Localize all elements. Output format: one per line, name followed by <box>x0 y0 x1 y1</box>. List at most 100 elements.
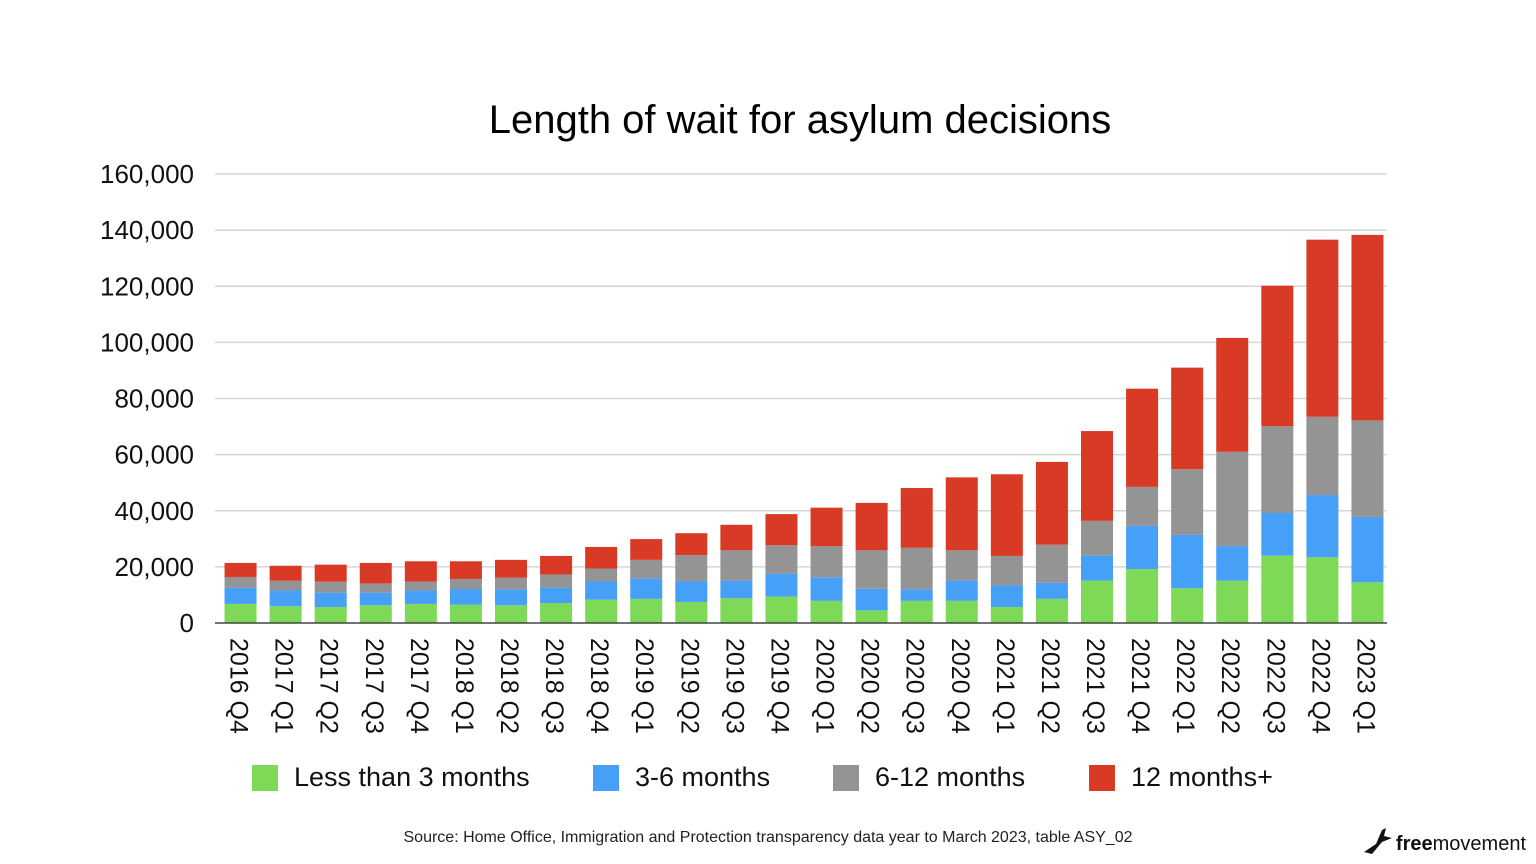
logo-text: movement <box>1432 833 1526 855</box>
bar-segment-less-than-3-months <box>855 610 888 623</box>
bar-segment-6-12-months <box>585 568 618 582</box>
bar-segment-12-months- <box>1306 239 1339 417</box>
legend-item-less-than-3-months: Less than 3 months <box>252 762 530 793</box>
bar-segment-3-6-months <box>540 587 573 604</box>
bar-segment-12-months- <box>945 477 978 551</box>
bar-segment-3-6-months <box>1306 495 1339 558</box>
bar-segment-12-months- <box>1171 367 1204 470</box>
bar-segment-3-6-months <box>945 580 978 601</box>
legend-label: 12 months+ <box>1131 762 1273 792</box>
bar-segment-less-than-3-months <box>1126 569 1159 623</box>
x-tick-label: 2017 Q3 <box>360 638 388 734</box>
bar-segment-12-months- <box>404 561 437 582</box>
bar-segment-less-than-3-months <box>1171 588 1204 623</box>
bar-segment-6-12-months <box>1216 451 1249 547</box>
bar-segment-12-months- <box>900 488 933 548</box>
bar-segment-12-months- <box>495 559 527 578</box>
bar-segment-6-12-months <box>404 581 437 591</box>
bar-segment-12-months- <box>359 562 392 584</box>
bar-segment-3-6-months <box>1081 555 1113 581</box>
bar-segment-12-months- <box>224 562 257 577</box>
x-tick-label: 2022 Q2 <box>1216 638 1244 734</box>
bar-segment-6-12-months <box>314 581 347 593</box>
bar-segment-6-12-months <box>810 546 843 578</box>
legend-swatch <box>593 764 619 791</box>
bar-segment-6-12-months <box>855 550 888 589</box>
bar-segment-6-12-months <box>269 580 302 591</box>
legend-swatch <box>1089 764 1115 791</box>
freemovement-logo: freemovement <box>1362 826 1526 856</box>
bar-segment-6-12-months <box>1126 486 1159 526</box>
bar-segment-3-6-months <box>1126 525 1159 570</box>
bar-segment-less-than-3-months <box>675 601 708 623</box>
bar-segment-3-6-months <box>810 577 843 601</box>
bar-segment-12-months- <box>585 546 618 569</box>
y-tick-label: 40,000 <box>114 496 194 526</box>
bar-segment-less-than-3-months <box>1351 582 1384 623</box>
bar-segment-less-than-3-months <box>630 598 663 623</box>
bar-segment-6-12-months <box>945 550 978 581</box>
x-tick-label: 2022 Q3 <box>1261 638 1289 734</box>
x-tick-label: 2022 Q4 <box>1306 638 1334 734</box>
bar-segment-12-months- <box>1126 388 1159 487</box>
bar-segment-3-6-months <box>765 573 798 597</box>
bar-segment-3-6-months <box>449 589 482 605</box>
bar-segment-less-than-3-months <box>1216 580 1249 623</box>
bar-segment-3-6-months <box>1035 582 1068 599</box>
bar-segment-less-than-3-months <box>404 603 437 623</box>
bar-segment-12-months- <box>1035 461 1068 545</box>
bar-segment-3-6-months <box>855 588 888 611</box>
bar-segment-3-6-months <box>585 581 618 600</box>
bar-segment-3-6-months <box>314 592 347 608</box>
legend-item-6-12-months: 6-12 months <box>833 762 1025 793</box>
x-tick-label: 2020 Q3 <box>901 638 929 734</box>
bar-segment-less-than-3-months <box>585 599 618 623</box>
bar-segment-6-12-months <box>1035 544 1068 583</box>
bar-segment-3-6-months <box>495 589 527 606</box>
bar-segment-12-months- <box>675 533 708 556</box>
bar-segment-12-months- <box>810 507 843 547</box>
x-tick-label: 2018 Q1 <box>450 638 478 734</box>
bar-segment-6-12-months <box>720 550 753 581</box>
legend-item-12-months-plus: 12 months+ <box>1089 762 1273 793</box>
y-tick-label: 20,000 <box>114 552 194 582</box>
bar-segment-less-than-3-months <box>1081 580 1113 623</box>
bar-segment-12-months- <box>855 502 888 551</box>
bar-segment-3-6-months <box>269 590 302 607</box>
bar-segment-3-6-months <box>720 580 753 599</box>
bar-segment-6-12-months <box>224 576 257 588</box>
bar-segment-12-months- <box>630 539 663 560</box>
bar-segment-less-than-3-months <box>900 600 933 623</box>
legend-swatch <box>252 764 278 791</box>
x-tick-label: 2019 Q1 <box>630 638 658 734</box>
bar-segment-3-6-months <box>1171 534 1204 589</box>
logo-text-bold: free <box>1395 833 1433 855</box>
bar-segment-6-12-months <box>675 555 708 582</box>
bar-segment-6-12-months <box>1351 420 1384 517</box>
bar-segment-less-than-3-months <box>495 605 527 623</box>
bar-segment-3-6-months <box>1261 512 1294 556</box>
x-tick-label: 2016 Q4 <box>225 638 253 734</box>
source-note: Source: Home Office, Immigration and Pro… <box>403 829 1133 846</box>
bar-segment-12-months- <box>269 565 302 581</box>
bar-segment-12-months- <box>449 561 482 579</box>
bar-segment-12-months- <box>990 474 1023 556</box>
bar-segment-3-6-months <box>990 585 1023 608</box>
bar-segment-less-than-3-months <box>810 600 843 623</box>
y-tick-label: 160,000 <box>100 159 194 189</box>
x-tick-label: 2021 Q2 <box>1036 638 1064 734</box>
x-tick-label: 2017 Q1 <box>270 638 298 734</box>
legend-swatch <box>833 764 859 791</box>
legend-item-3-6-months: 3-6 months <box>593 762 770 793</box>
bar-segment-less-than-3-months <box>314 607 347 623</box>
bar-segment-12-months- <box>1261 285 1294 427</box>
y-tick-label: 100,000 <box>100 327 194 357</box>
bar-segment-6-12-months <box>449 578 482 590</box>
bar-segment-6-12-months <box>540 574 573 588</box>
bar-segment-12-months- <box>720 524 753 551</box>
bar-segment-12-months- <box>314 564 347 582</box>
x-tick-label: 2018 Q2 <box>495 638 523 734</box>
y-tick-label: 140,000 <box>100 215 194 245</box>
x-tick-label: 2023 Q1 <box>1351 638 1379 734</box>
bar-segment-12-months- <box>1081 431 1113 521</box>
